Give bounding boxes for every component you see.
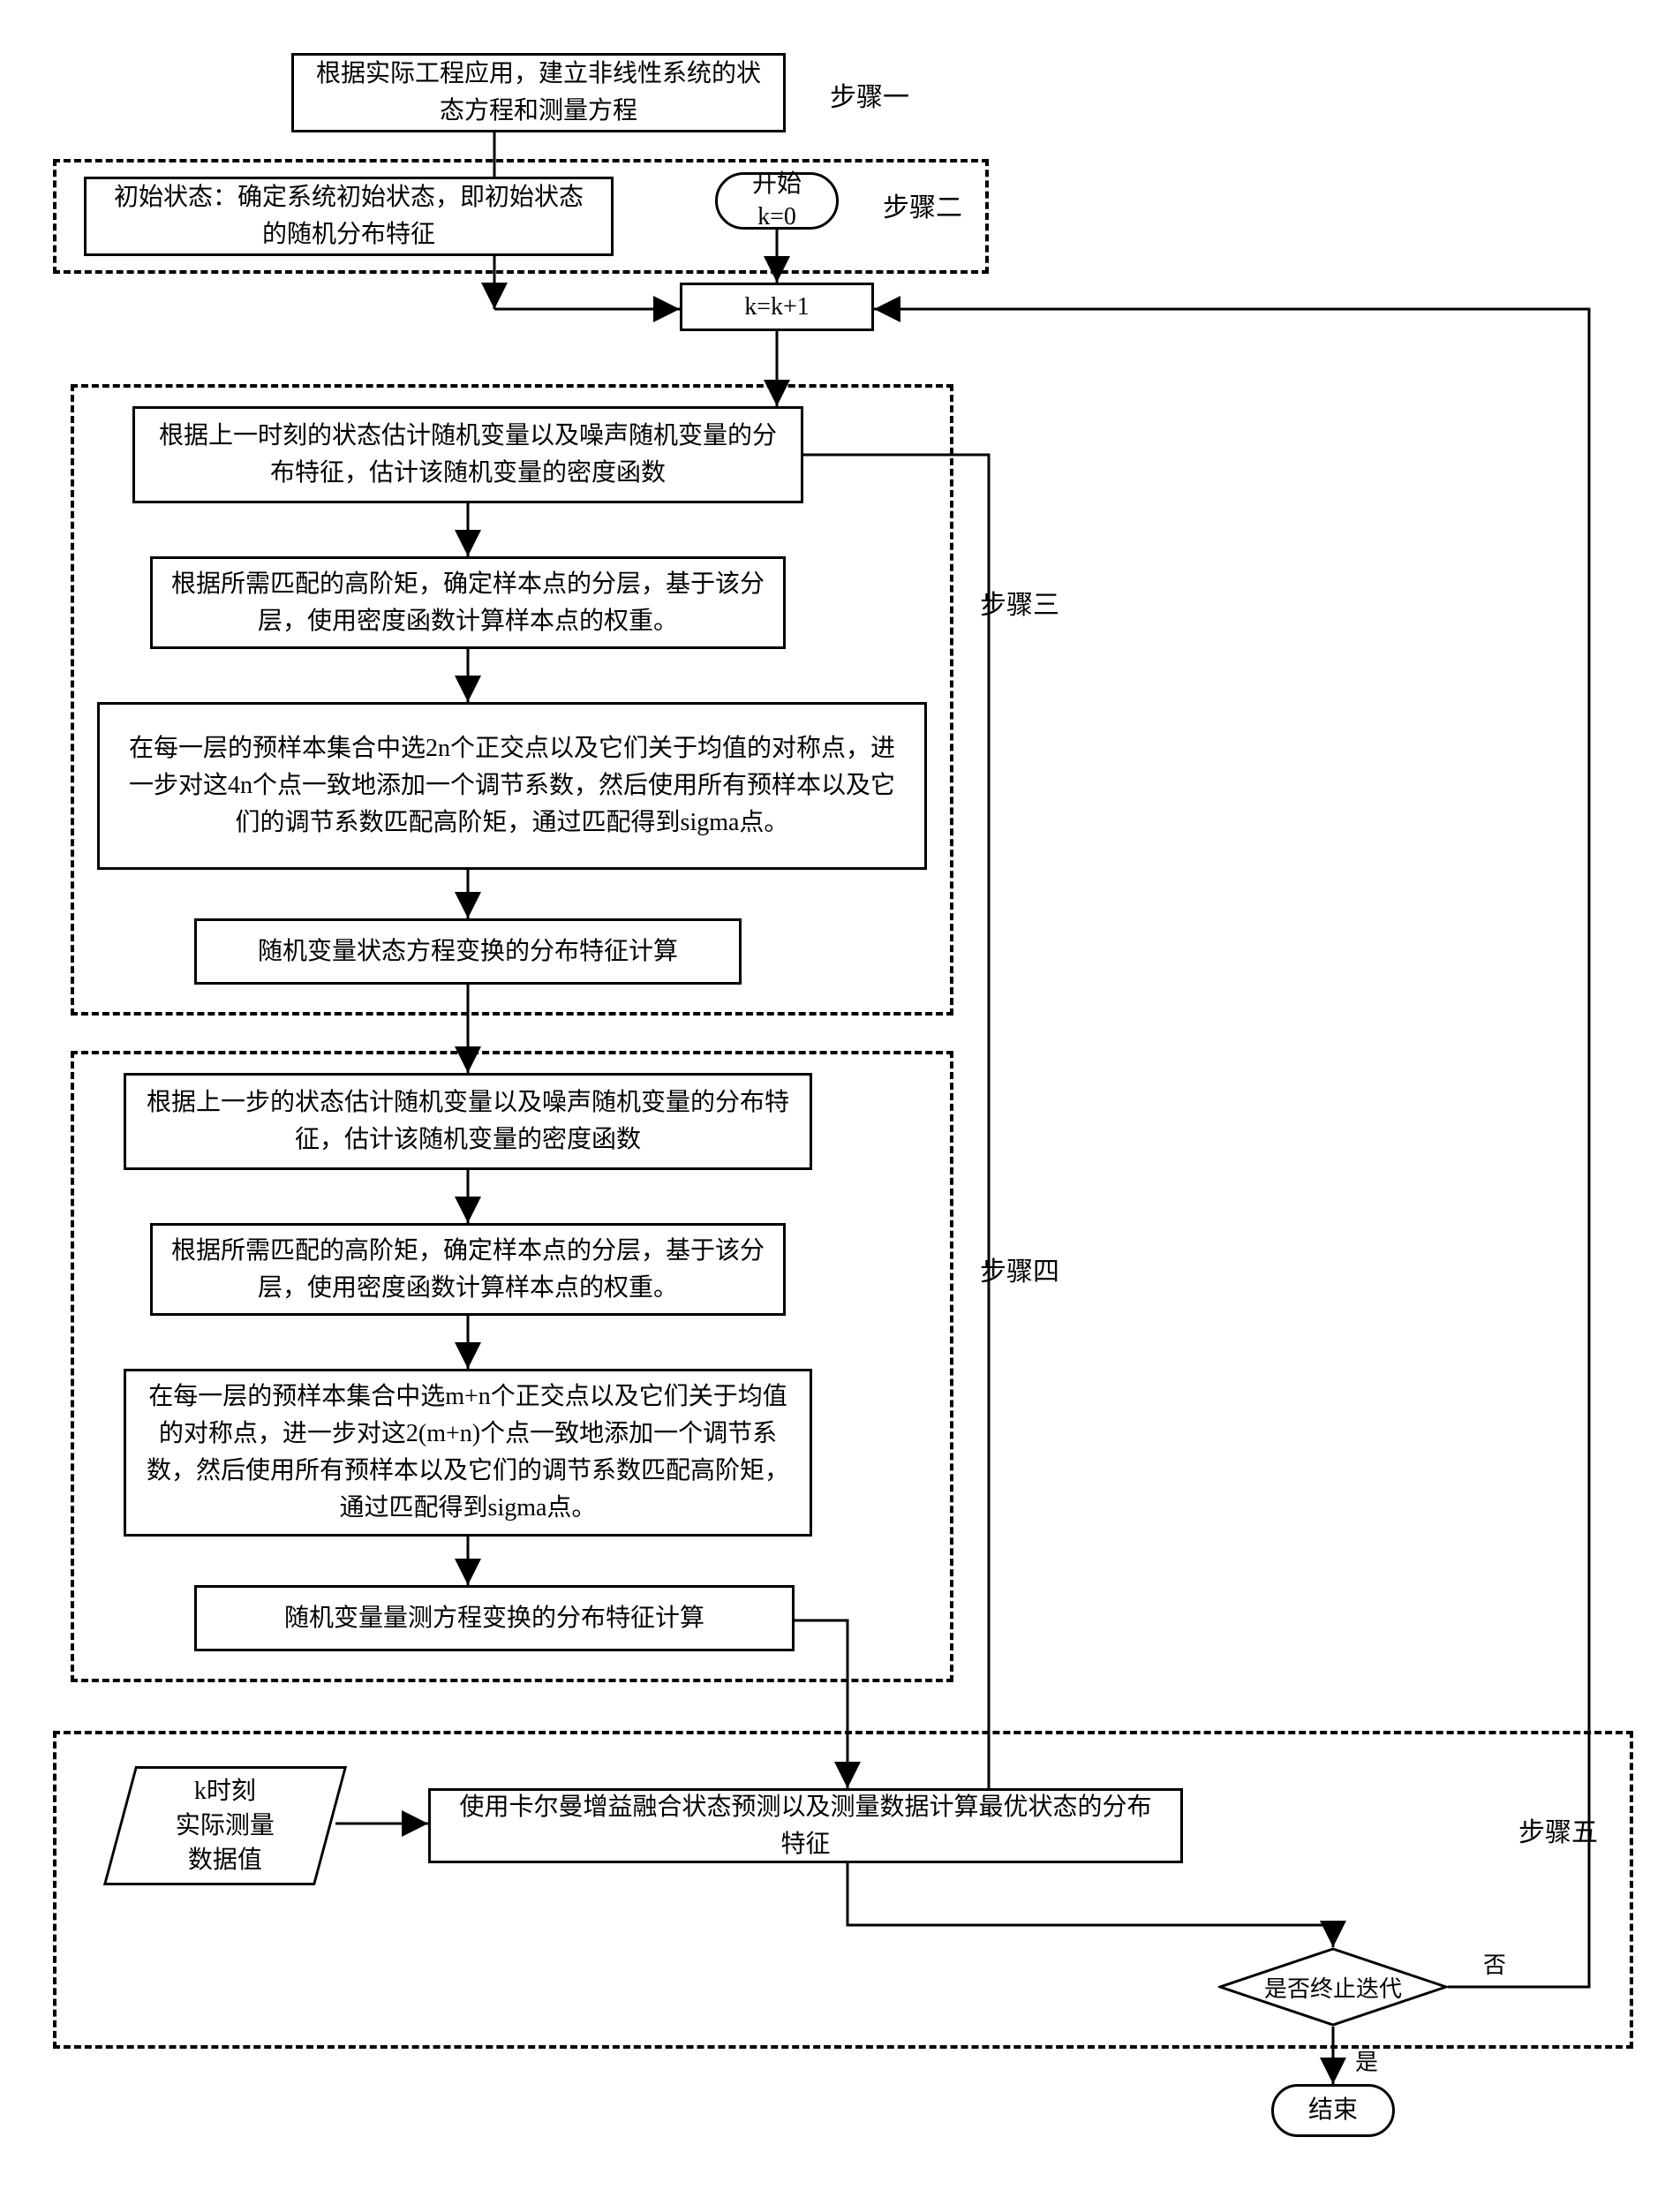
text: k=k+1 bbox=[744, 289, 810, 326]
node-decision: 是否终止迭代 bbox=[1218, 1947, 1448, 2027]
node-4a: 根据上一步的状态估计随机变量以及噪声随机变量的分布特征，估计该随机变量的密度函数 bbox=[124, 1073, 812, 1170]
text: 在每一层的预样本集合中选2n个正交点以及它们关于均值的对称点，进一步对这4n个点… bbox=[117, 730, 907, 842]
node-3a: 根据上一时刻的状态估计随机变量以及噪声随机变量的分布特征，估计该随机变量的密度函… bbox=[132, 406, 803, 503]
step-label-1: 步骤一 bbox=[830, 75, 909, 114]
node-measurement-data: k时刻 实际测量 数据值 bbox=[103, 1766, 347, 1885]
node-4b: 根据所需匹配的高阶矩，确定样本点的分层，基于该分层，使用密度函数计算样本点的权重… bbox=[150, 1223, 786, 1316]
node-4d: 随机变量量测方程变换的分布特征计算 bbox=[194, 1585, 795, 1651]
step-label-2: 步骤二 bbox=[883, 185, 962, 224]
text: 在每一层的预样本集合中选m+n个正交点以及它们关于均值的对称点，进一步对这2(m… bbox=[144, 1378, 792, 1527]
node-establish-equations: 根据实际工程应用，建立非线性系统的状态方程和测量方程 bbox=[291, 53, 786, 132]
text: 结束 bbox=[1308, 2095, 1358, 2126]
node-initial-state: 初始状态：确定系统初始状态，即初始状态的随机分布特征 bbox=[84, 177, 614, 256]
node-4c: 在每一层的预样本集合中选m+n个正交点以及它们关于均值的对称点，进一步对这2(m… bbox=[124, 1369, 812, 1537]
text: 根据所需匹配的高阶矩，确定样本点的分层，基于该分层，使用密度函数计算样本点的权重… bbox=[170, 566, 765, 640]
node-end: 结束 bbox=[1271, 2084, 1395, 2137]
step-label-3: 步骤三 bbox=[980, 583, 1059, 622]
flowchart-canvas: 根据实际工程应用，建立非线性系统的状态方程和测量方程 步骤一 初始状态：确定系统… bbox=[35, 35, 1642, 2155]
text: 是否终止迭代 bbox=[1218, 1947, 1448, 2027]
text: 随机变量状态方程变换的分布特征计算 bbox=[258, 933, 678, 970]
node-3b: 根据所需匹配的高阶矩，确定样本点的分层，基于该分层，使用密度函数计算样本点的权重… bbox=[150, 556, 786, 649]
text: k时刻 实际测量 数据值 bbox=[176, 1774, 275, 1878]
text: 开始 k=0 bbox=[752, 169, 802, 233]
node-start: 开始 k=0 bbox=[715, 172, 839, 230]
text: 随机变量量测方程变换的分布特征计算 bbox=[284, 1600, 704, 1637]
text: 根据上一步的状态估计随机变量以及噪声随机变量的分布特征，估计该随机变量的密度函数 bbox=[144, 1084, 792, 1159]
text: 使用卡尔曼增益融合状态预测以及测量数据计算最优状态的分布特征 bbox=[448, 1789, 1163, 1863]
step-label-4: 步骤四 bbox=[980, 1250, 1059, 1288]
text: 根据实际工程应用，建立非线性系统的状态方程和测量方程 bbox=[312, 56, 765, 130]
node-5a: 使用卡尔曼增益融合状态预测以及测量数据计算最优状态的分布特征 bbox=[428, 1788, 1183, 1863]
text: 初始状态：确定系统初始状态，即初始状态的随机分布特征 bbox=[104, 179, 593, 253]
edge-label-no: 否 bbox=[1483, 1947, 1506, 1980]
node-3c: 在每一层的预样本集合中选2n个正交点以及它们关于均值的对称点，进一步对这4n个点… bbox=[97, 702, 927, 870]
node-increment: k=k+1 bbox=[680, 283, 874, 331]
edge-label-yes: 是 bbox=[1355, 2044, 1378, 2077]
step-label-5: 步骤五 bbox=[1518, 1810, 1598, 1849]
node-3d: 随机变量状态方程变换的分布特征计算 bbox=[194, 918, 742, 985]
text: 根据所需匹配的高阶矩，确定样本点的分层，基于该分层，使用密度函数计算样本点的权重… bbox=[170, 1233, 765, 1307]
text: 根据上一时刻的状态估计随机变量以及噪声随机变量的分布特征，估计该随机变量的密度函… bbox=[153, 418, 783, 492]
